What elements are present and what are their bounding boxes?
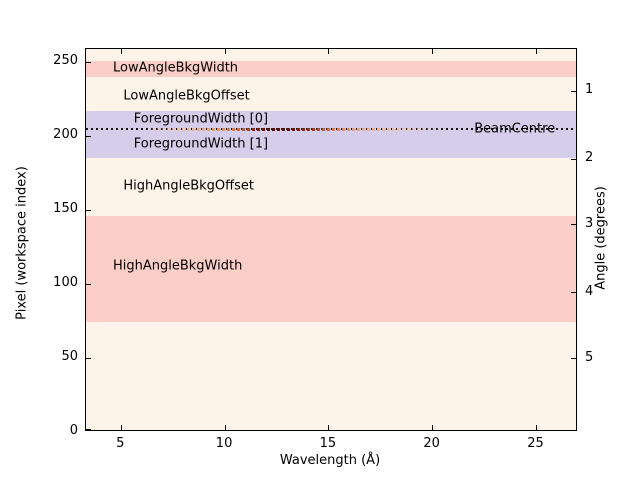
annotation-lowanglebkgoffset: LowAngleBkgOffset (123, 88, 250, 104)
y-tick-right (571, 224, 576, 226)
y-tick-label-left: 250 (53, 53, 78, 69)
annotation-highanglebkgoffset: HighAngleBkgOffset (123, 178, 254, 194)
x-tick-bottom (328, 425, 330, 430)
y-tick-label-right: 2 (585, 150, 594, 166)
y-axis-label-left: Pixel (workspace index) (14, 166, 30, 320)
x-tick-label: 15 (319, 436, 337, 451)
x-tick-top (224, 49, 226, 54)
y-tick-right (571, 292, 576, 294)
y-tick-left (86, 61, 91, 63)
ticks-layer (86, 49, 576, 430)
beam-centre-intensity-segment (142, 127, 444, 131)
x-tick-top (432, 49, 434, 54)
band-foregroundwidth (86, 111, 576, 159)
y-tick-label-right: 5 (585, 349, 594, 365)
y-tick-left (86, 209, 91, 211)
x-tick-bottom (535, 425, 537, 430)
y-tick-right (571, 158, 576, 160)
x-tick-bottom (120, 425, 122, 430)
y-tick-label-right: 1 (585, 82, 594, 98)
y-tick-label-right: 4 (585, 283, 594, 299)
y-tick-label-right: 3 (585, 215, 594, 231)
plot-area: LowAngleBkgWidth LowAngleBkgOffset Foregro… (85, 48, 577, 431)
x-tick-top (328, 49, 330, 54)
y-tick-right (571, 90, 576, 92)
y-tick-label-left: 50 (61, 349, 78, 365)
x-tick-bottom (432, 425, 434, 430)
band-lowanglebkgwidth (86, 60, 576, 78)
annotation-highanglebkgwidth: HighAngleBkgWidth (112, 258, 243, 274)
y-tick-left (86, 357, 91, 359)
x-tick-label: 20 (423, 436, 440, 451)
x-tick-label: 10 (215, 436, 233, 451)
x-tick-bottom (224, 425, 226, 430)
y-tick-label-left: 150 (53, 201, 78, 217)
band-highanglebkgwidth (86, 216, 576, 322)
x-axis-label: Wavelength (Å) (279, 453, 381, 468)
y-tick-left (86, 429, 91, 430)
annotation-foregroundwidth-0: ForegroundWidth [0] (133, 111, 269, 127)
y-tick-label-left: 200 (53, 127, 78, 143)
x-tick-top (535, 49, 537, 54)
bands-layer (86, 49, 576, 430)
beam-centre-layer (86, 49, 576, 430)
annotation-beamcentre: BeamCentre (474, 121, 556, 137)
annotation-lowanglebkgwidth: LowAngleBkgWidth (112, 60, 239, 76)
x-tick-label: 5 (116, 436, 125, 451)
y-tick-left (86, 135, 91, 137)
annotation-foregroundwidth-1: ForegroundWidth [1] (133, 136, 269, 152)
y-tick-label-left: 0 (69, 423, 78, 438)
y-tick-label-left: 100 (53, 275, 78, 291)
x-tick-top (120, 49, 122, 54)
y-tick-right (571, 358, 576, 360)
y-axis-label-right: Angle (degrees) (593, 186, 609, 290)
annotations-layer: LowAngleBkgWidth LowAngleBkgOffset Foregro… (86, 49, 576, 430)
x-tick-label: 25 (527, 436, 544, 451)
y-tick-left (86, 283, 91, 285)
